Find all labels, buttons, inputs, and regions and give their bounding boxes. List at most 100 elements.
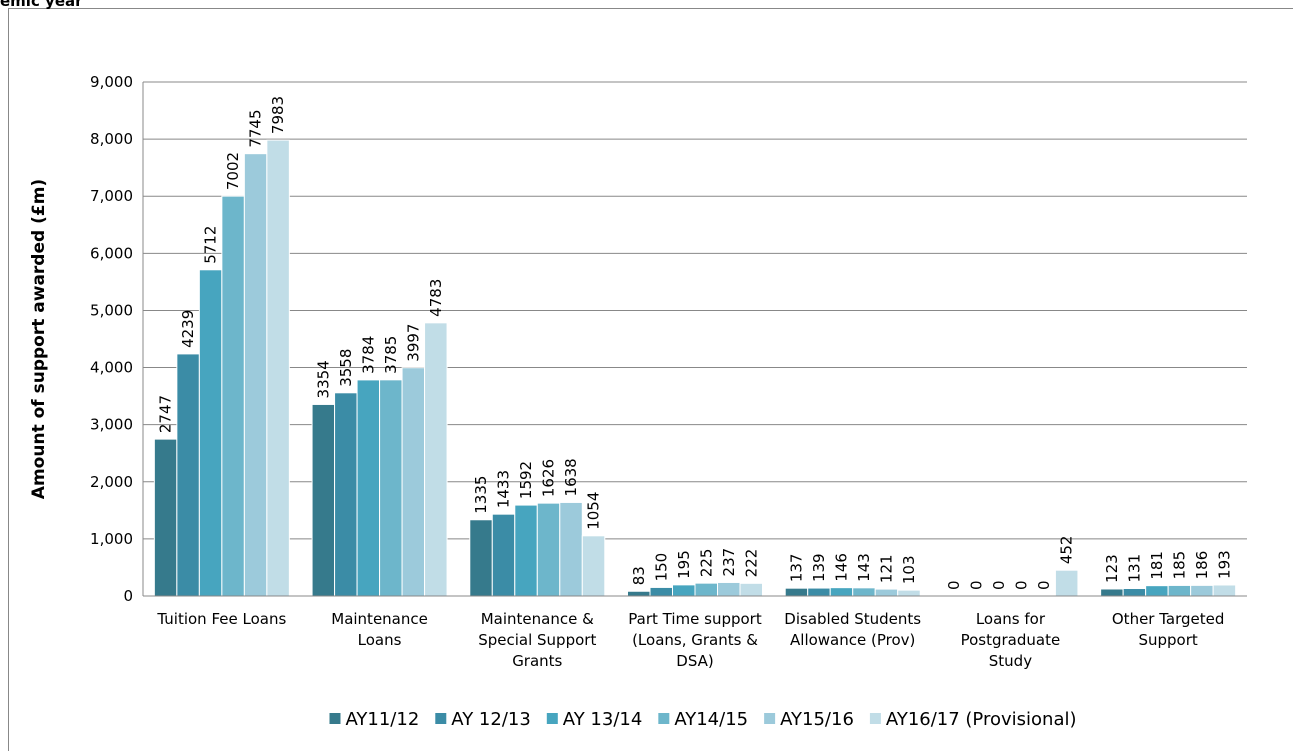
data-label: 185 <box>1170 551 1188 580</box>
bar <box>424 322 448 597</box>
y-axis-label: Amount of support awarded (£m) <box>29 179 49 499</box>
data-label: 3785 <box>382 336 400 374</box>
bar <box>649 586 673 597</box>
data-label: 7983 <box>269 96 287 134</box>
bar <box>266 139 290 597</box>
bar <box>1100 588 1124 597</box>
bar <box>1167 584 1192 597</box>
x-tick-label: Disabled Students Allowance (Prov) <box>784 610 922 649</box>
legend-swatch <box>435 713 447 724</box>
bar <box>829 587 854 597</box>
bar <box>311 403 336 597</box>
data-label: 195 <box>675 550 693 579</box>
bar <box>1145 585 1169 597</box>
data-label: 1592 <box>517 461 535 499</box>
data-label: 222 <box>742 549 760 578</box>
chart-title: emic year <box>0 0 83 10</box>
bar <box>1054 569 1079 597</box>
y-tick-label: 4,000 <box>90 359 133 377</box>
bar <box>672 584 696 597</box>
data-label: 193 <box>1215 550 1233 579</box>
data-label: 2747 <box>157 395 175 433</box>
legend-label: AY 12/13 <box>451 709 531 730</box>
data-label: 103 <box>900 555 918 584</box>
data-label: 3558 <box>337 349 355 387</box>
bar <box>1190 584 1214 597</box>
x-tick-label: Loans for Postgraduate Study <box>960 610 1061 670</box>
bar <box>559 501 583 597</box>
data-label: 452 <box>1058 536 1076 565</box>
data-label: 0 <box>990 580 1008 590</box>
legend-swatch <box>329 713 341 724</box>
y-tick-label: 0 <box>123 587 133 605</box>
bar <box>627 590 651 597</box>
y-tick-label: 3,000 <box>90 416 133 434</box>
legend-label: AY 13/14 <box>563 709 643 730</box>
data-label: 7002 <box>224 152 242 190</box>
data-label: 143 <box>855 553 873 582</box>
data-label: 4783 <box>427 279 445 317</box>
bar <box>198 269 223 597</box>
data-label: 83 <box>630 566 648 585</box>
legend-swatch <box>546 713 558 724</box>
data-label: 7745 <box>247 109 265 147</box>
data-label: 0 <box>968 580 986 590</box>
data-label: 225 <box>697 549 715 578</box>
y-tick-label: 1,000 <box>90 530 133 548</box>
data-label: 131 <box>1125 554 1143 583</box>
bar <box>379 379 403 597</box>
bar <box>536 502 561 597</box>
data-label: 146 <box>832 553 850 582</box>
bar <box>784 587 809 597</box>
data-label: 139 <box>810 553 828 582</box>
bar <box>469 519 493 597</box>
bar <box>897 589 921 597</box>
y-tick-label: 9,000 <box>90 73 133 91</box>
bar <box>581 535 606 597</box>
x-tick-label: Part Time support (Loans, Grants & DSA) <box>628 610 762 670</box>
legend-label: AY16/17 (Provisional) <box>886 709 1077 730</box>
data-label: 1626 <box>540 459 558 497</box>
legend-swatch <box>869 713 881 724</box>
bar <box>874 588 899 597</box>
legend-swatch <box>658 713 670 724</box>
data-label: 0 <box>1013 580 1031 590</box>
bar <box>514 504 538 597</box>
y-tick-label: 2,000 <box>90 473 133 491</box>
data-label: 186 <box>1193 551 1211 580</box>
data-label: 3784 <box>359 336 377 374</box>
legend-label: AY14/15 <box>674 709 748 730</box>
y-tick-label: 6,000 <box>90 244 133 262</box>
bar <box>401 367 426 597</box>
data-label: 3354 <box>314 360 332 398</box>
legend-label: AY15/16 <box>780 709 854 730</box>
y-tick-label: 8,000 <box>90 130 133 148</box>
bar <box>334 392 358 597</box>
bar <box>356 379 381 597</box>
bar <box>221 195 245 597</box>
data-label: 4239 <box>179 310 197 348</box>
bar <box>694 582 718 597</box>
bar <box>1122 588 1147 597</box>
bar <box>176 353 200 597</box>
x-tick-label: Other Targeted Support <box>1111 610 1225 649</box>
x-tick-label: Maintenance & Special Support Grants <box>478 610 597 670</box>
x-tick-label: Maintenance Loans <box>331 610 428 649</box>
data-label: 150 <box>652 553 670 582</box>
bar <box>1212 584 1237 597</box>
data-label: 237 <box>720 548 738 577</box>
data-label: 0 <box>945 580 963 590</box>
y-tick-label: 5,000 <box>90 301 133 319</box>
y-tick-label: 7,000 <box>90 187 133 205</box>
data-label: 3997 <box>404 324 422 362</box>
legend-swatch <box>764 713 776 724</box>
bar <box>153 438 178 597</box>
data-label: 0 <box>1035 580 1053 590</box>
bar <box>243 153 268 597</box>
data-label: 5712 <box>202 226 220 264</box>
bar <box>491 513 516 597</box>
data-label: 1335 <box>472 476 490 514</box>
data-label: 1433 <box>495 470 513 508</box>
